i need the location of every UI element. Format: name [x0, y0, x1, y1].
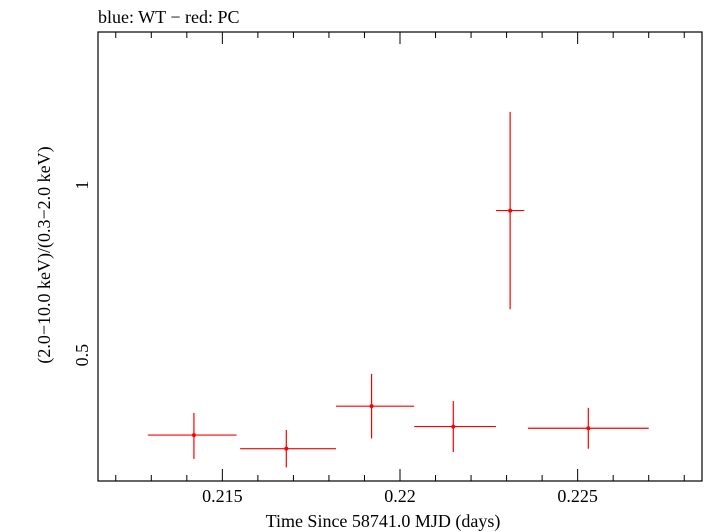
point-marker — [369, 404, 374, 409]
point-marker — [586, 426, 591, 431]
data-point — [240, 429, 337, 468]
point-marker — [508, 208, 513, 213]
data-series-pc — [147, 111, 649, 468]
chart-title: blue: WT − red: PC — [98, 7, 239, 27]
point-marker — [284, 446, 289, 451]
data-point — [527, 407, 649, 449]
axis-tick-labels: 0.215 0.22 0.225 0.5 1 — [72, 181, 598, 506]
data-point — [336, 373, 415, 439]
point-marker — [191, 433, 196, 438]
y-tick-label: 0.5 — [72, 344, 92, 367]
data-point — [495, 111, 525, 310]
x-axis-label: Time Since 58741.0 MJD (days) — [266, 511, 501, 532]
data-point — [414, 401, 496, 453]
x-tick-label: 0.22 — [384, 486, 416, 506]
data-point — [147, 412, 237, 459]
point-marker — [451, 424, 456, 429]
x-tick-label: 0.215 — [202, 486, 243, 506]
axis-ticks — [115, 32, 685, 481]
y-axis-label: (2.0−10.0 keV)/(0.3−2.0 keV) — [34, 146, 55, 363]
y-tick-label: 1 — [72, 181, 92, 190]
plot-frame — [97, 31, 703, 482]
x-tick-label: 0.225 — [557, 486, 598, 506]
